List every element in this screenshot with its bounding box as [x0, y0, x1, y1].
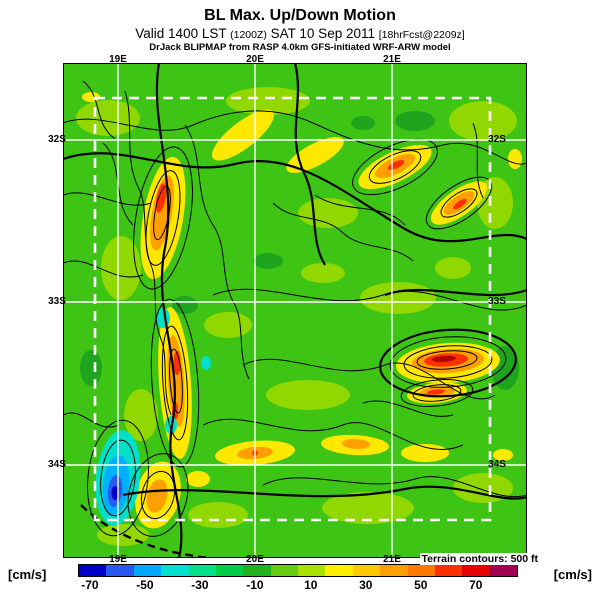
lon-label-bottom-20e: 20E: [246, 554, 264, 565]
terrain-contours-thin: [63, 80, 527, 537]
colorbar-tick: -10: [246, 578, 264, 592]
colorbar-segment: [133, 565, 162, 576]
colorbar-tick: 10: [304, 578, 318, 592]
colorbar-segment: [380, 565, 408, 576]
colorbar-segment: [161, 565, 189, 576]
colorbar-tick: -30: [191, 578, 209, 592]
graticule-lines: [63, 63, 527, 558]
colorbar-ticks: -70 -50 -30 -10 10 30 50 70: [78, 578, 518, 594]
forecast-map-canvas: [63, 63, 527, 558]
colorbar-tick: 30: [359, 578, 373, 592]
colorbar-segment: [434, 565, 463, 576]
colorbar-tick: -50: [136, 578, 154, 592]
lat-label-right-33s: 33S: [488, 296, 506, 307]
colorbar-segment: [79, 565, 107, 576]
colorbar-unit-left: [cm/s]: [8, 567, 47, 582]
colorbar-segment: [188, 565, 216, 576]
page-title: BL Max. Up/Down Motion: [204, 7, 396, 24]
colorbar-segment: [106, 565, 134, 576]
lon-label-bottom-19e: 19E: [109, 554, 127, 565]
colorbar-unit-right: [cm/s]: [553, 567, 592, 582]
lat-label-right-34s: 34S: [488, 459, 506, 470]
terrain-contours-note: Terrain contours: 500 ft: [419, 553, 540, 565]
lon-label-top-21e: 21E: [383, 54, 401, 65]
colorbar-segment: [352, 565, 381, 576]
terrain-contours-thick: [63, 63, 527, 558]
lon-label-top-20e: 20E: [246, 54, 264, 65]
lat-label-left-32s: 32S: [48, 134, 66, 145]
lat-label-left-34s: 34S: [48, 459, 66, 470]
lon-label-top-19e: 19E: [109, 54, 127, 65]
zulu-time: (1200Z): [230, 29, 267, 41]
coastline-dashed: [80, 504, 272, 558]
colorbar-segment: [215, 565, 244, 576]
valid-time: Valid 1400 LST: [135, 26, 227, 41]
colorbar-segment: [298, 565, 326, 576]
forecast-cycle: [18hrFcst@2209z]: [378, 29, 465, 41]
colorbar-tick: 70: [469, 578, 483, 592]
colorbar: [78, 564, 518, 577]
valid-date: SAT 10 Sep 2011: [270, 26, 375, 41]
colorbar-segment: [489, 565, 517, 576]
colorbar-segment: [243, 565, 271, 576]
colorbar-segment: [462, 565, 490, 576]
lat-label-right-32s: 32S: [488, 134, 506, 145]
forecast-map: 19E 20E 21E 19E 20E 21E 32S 33S 34S 32S …: [48, 55, 527, 565]
colorbar-segment: [407, 565, 435, 576]
valid-time-line: Valid 1400 LST (1200Z) SAT 10 Sep 2011 […: [0, 26, 600, 41]
colorbar-segment: [270, 565, 298, 576]
map-border: [63, 63, 527, 558]
lon-label-bottom-21e: 21E: [383, 554, 401, 565]
colorbar-tick: -70: [81, 578, 99, 592]
colorbar-segment: [325, 565, 353, 576]
colorbar-tick: 50: [414, 578, 428, 592]
light-green-patches: [76, 87, 517, 546]
lat-label-left-33s: 33S: [48, 296, 66, 307]
model-attribution: DrJack BLIPMAP from RASP 4.0km GFS-initi…: [149, 42, 451, 53]
